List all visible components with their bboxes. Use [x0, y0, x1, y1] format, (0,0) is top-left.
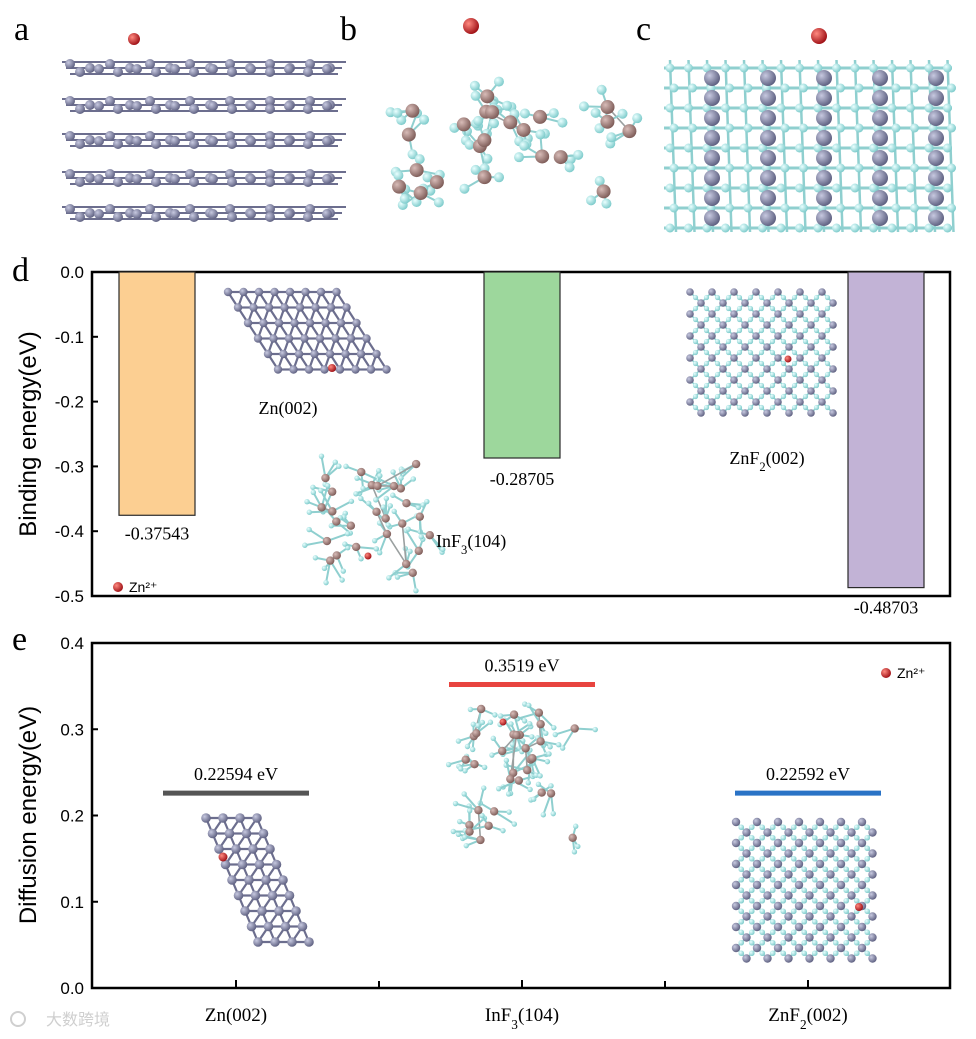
zn-ion-atom — [463, 18, 479, 34]
diffusion-value-label: 0.3519 eV — [485, 655, 560, 675]
chart-e-xtick-label: Zn(002) — [205, 1005, 267, 1026]
znf2-002-inset-image — [731, 817, 877, 963]
chart-e-ylabel: Diffusion energy(eV) — [15, 706, 42, 924]
chart-e-legend: Zn²⁺ — [881, 665, 925, 681]
inf3-104-structure-label: InF3(104) — [436, 531, 506, 557]
zn-ion-legend-icon — [113, 582, 123, 592]
chart-e-legend-label: Zn²⁺ — [897, 665, 925, 681]
bar-value-label: -0.48703 — [854, 598, 919, 618]
zn-ion-atom — [811, 28, 827, 44]
bar-value-label: -0.28705 — [490, 469, 555, 489]
zn-layer — [62, 169, 346, 187]
zn-ion-atom — [128, 33, 140, 45]
chart-d-legend: Zn²⁺ — [113, 579, 157, 595]
chart-e-ytick-label: 0.3 — [60, 720, 84, 739]
panel-label-a: a — [14, 11, 29, 48]
diffusion-energy-chart: Diffusion energy(eV) 0.0 0.1 0.2 0.3 0.4 Zn(0… — [15, 634, 952, 1032]
chart-d-ytick-label: -0.2 — [55, 393, 84, 412]
diffusion-value-label: 0.22594 eV — [194, 764, 278, 784]
chart-e-ytick-label: 0.1 — [60, 893, 84, 912]
chart-d-ytick-label: -0.4 — [55, 522, 84, 541]
zn-002-inset-image — [201, 813, 314, 947]
panel-label-b: b — [340, 11, 357, 48]
watermark: 大数跨境 — [10, 1010, 110, 1029]
inf3-104-inset-image — [445, 701, 598, 855]
bar-3 — [847, 271, 925, 589]
chart-e-xtick-label: ZnF2(002) — [768, 1005, 848, 1032]
zn-layer — [62, 96, 346, 114]
zn-ion-legend-icon — [881, 668, 891, 678]
panel-label-e: e — [12, 621, 27, 658]
panel-label-d: d — [12, 252, 29, 289]
chart-d-ytick-label: -0.3 — [55, 457, 84, 476]
chart-d-ytick-label: -0.5 — [55, 587, 84, 606]
znf2-002-structure-label: ZnF2(002) — [729, 448, 804, 474]
bar-1 — [118, 271, 196, 516]
panel-label-c: c — [636, 11, 651, 48]
znf2-structure-image — [664, 28, 956, 233]
zn-002-structure-label: Zn(002) — [259, 398, 318, 419]
chart-d-ytick-label: -0.1 — [55, 328, 84, 347]
chart-d-ytick-label: 0.0 — [60, 263, 84, 282]
zn-layer — [62, 131, 346, 149]
bar-2 — [483, 271, 561, 459]
zn-layer — [62, 204, 346, 222]
chart-e-ytick-label: 0.4 — [60, 634, 84, 653]
chart-e-ytick-label: 0.2 — [60, 807, 84, 826]
chart-e-xtick-label: InF3(104) — [485, 1005, 559, 1032]
chart-d-legend-label: Zn²⁺ — [129, 579, 157, 595]
chart-e-ytick-label: 0.0 — [60, 979, 84, 998]
zn-002-inset-image — [223, 287, 391, 374]
binding-energy-chart: Binding energy(eV) 0.0 -0.1 -0.2 -0.3 -0.4 -0… — [15, 263, 952, 618]
zn-layered-structure-image — [62, 33, 346, 222]
watermark-text: 大数跨境 — [46, 1010, 110, 1029]
chart-d-ylabel: Binding energy(eV) — [15, 331, 42, 536]
watermark-logo-icon — [10, 1011, 26, 1027]
inf3-104-inset-image — [302, 453, 446, 594]
znf2-002-inset-image — [686, 288, 837, 417]
diffusion-value-label: 0.22592 eV — [766, 764, 850, 784]
zn-layer — [62, 59, 346, 77]
inf3-structure-image — [385, 18, 643, 210]
bar-value-label: -0.37543 — [125, 523, 190, 543]
